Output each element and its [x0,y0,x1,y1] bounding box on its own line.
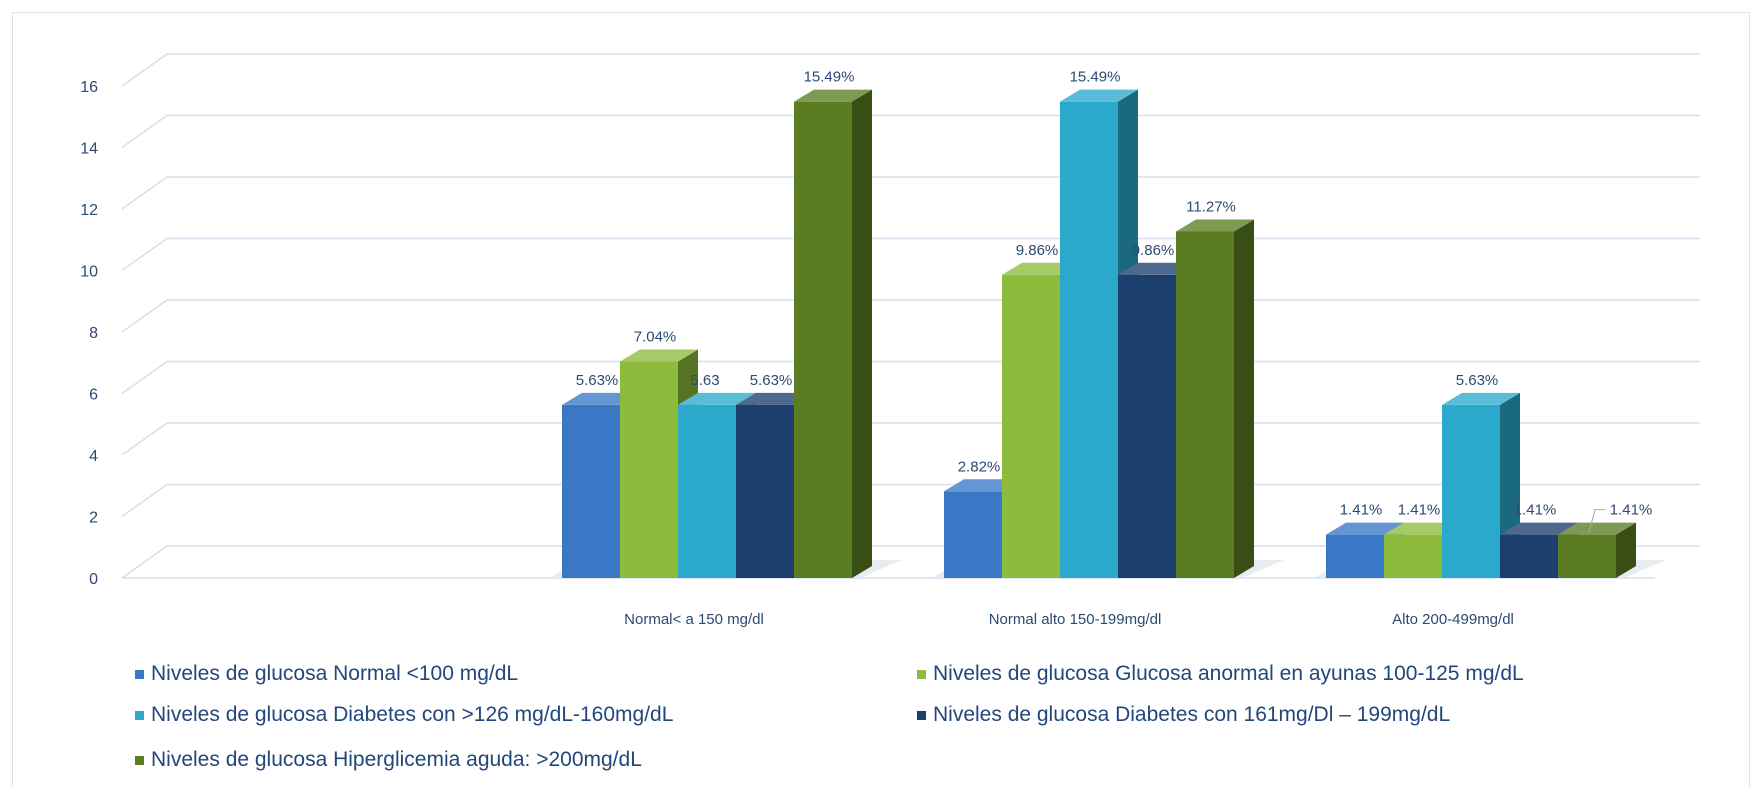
y-tick-label: 10 [80,264,98,281]
y-axis: 0 2 4 6 8 10 12 14 16 [80,79,98,588]
bar-top [1558,522,1636,535]
bar [1118,274,1176,578]
y-tick-label: 12 [80,202,98,219]
bar [794,101,852,579]
gridline [121,237,1700,272]
bar [1558,534,1616,578]
bar-top [1060,89,1138,102]
data-label: 15.49% [804,69,855,86]
y-tick-label: 0 [89,571,98,588]
bar [1500,534,1558,578]
bar [562,404,620,578]
bar [1442,404,1500,578]
bar [1384,534,1442,578]
y-tick-label: 16 [80,79,98,96]
data-label: 5.63% [750,372,793,389]
bar [944,491,1002,578]
data-label: 1.41% [1340,502,1383,519]
bar [1002,274,1060,578]
data-label: 1.41% [1398,502,1441,519]
y-tick-label: 14 [80,141,98,158]
bars [550,89,1666,579]
bar-top [1500,522,1578,535]
bar [1176,231,1234,578]
gridline [121,299,1700,333]
gridline [121,114,1700,149]
data-label: 15.49% [1070,69,1121,86]
bar [736,404,794,578]
bar-top [1326,522,1404,535]
leader-line [1588,509,1605,533]
bar [1326,534,1384,578]
gridline [121,176,1700,210]
data-labels: 5.63% 7.04% 5.63 5.63% 15.49% 2.82% 9.86% 15.49… [576,69,1653,533]
bar-top [1442,392,1520,405]
x-category-label: Normal< a 150 mg/dl [624,611,764,628]
gridline [121,53,1700,87]
data-label: 5.63% [576,372,619,389]
y-tick-label: 2 [89,510,98,527]
data-label: 2.82% [958,458,1001,475]
data-label: 5.63 [690,372,719,389]
data-label: 9.86% [1132,242,1175,259]
data-label: 5.63% [1456,372,1499,389]
bar-top [678,392,756,405]
x-category-label: Alto 200-499mg/dl [1392,611,1514,628]
y-tick-label: 8 [89,325,98,342]
data-label: 9.86% [1016,242,1059,259]
bar-side [852,89,872,579]
data-label: 1.41% [1514,502,1557,519]
data-label: 1.41% [1610,502,1653,519]
bar-top [794,89,872,102]
x-category-label: Normal alto 150-199mg/dl [989,611,1162,628]
bar [1060,101,1118,579]
bar [620,361,678,578]
bar [678,404,736,578]
data-label: 7.04% [634,329,677,346]
bar-side [1234,219,1254,578]
data-label: 11.27% [1186,198,1236,215]
x-axis-categories: Normal< a 150 mg/dl Normal alto 150-199mg… [624,611,1514,628]
bar-top [620,349,698,362]
y-tick-label: 4 [89,448,98,465]
bar-top [1176,219,1254,232]
y-tick-label: 6 [89,387,98,404]
bar-side [1616,522,1636,578]
